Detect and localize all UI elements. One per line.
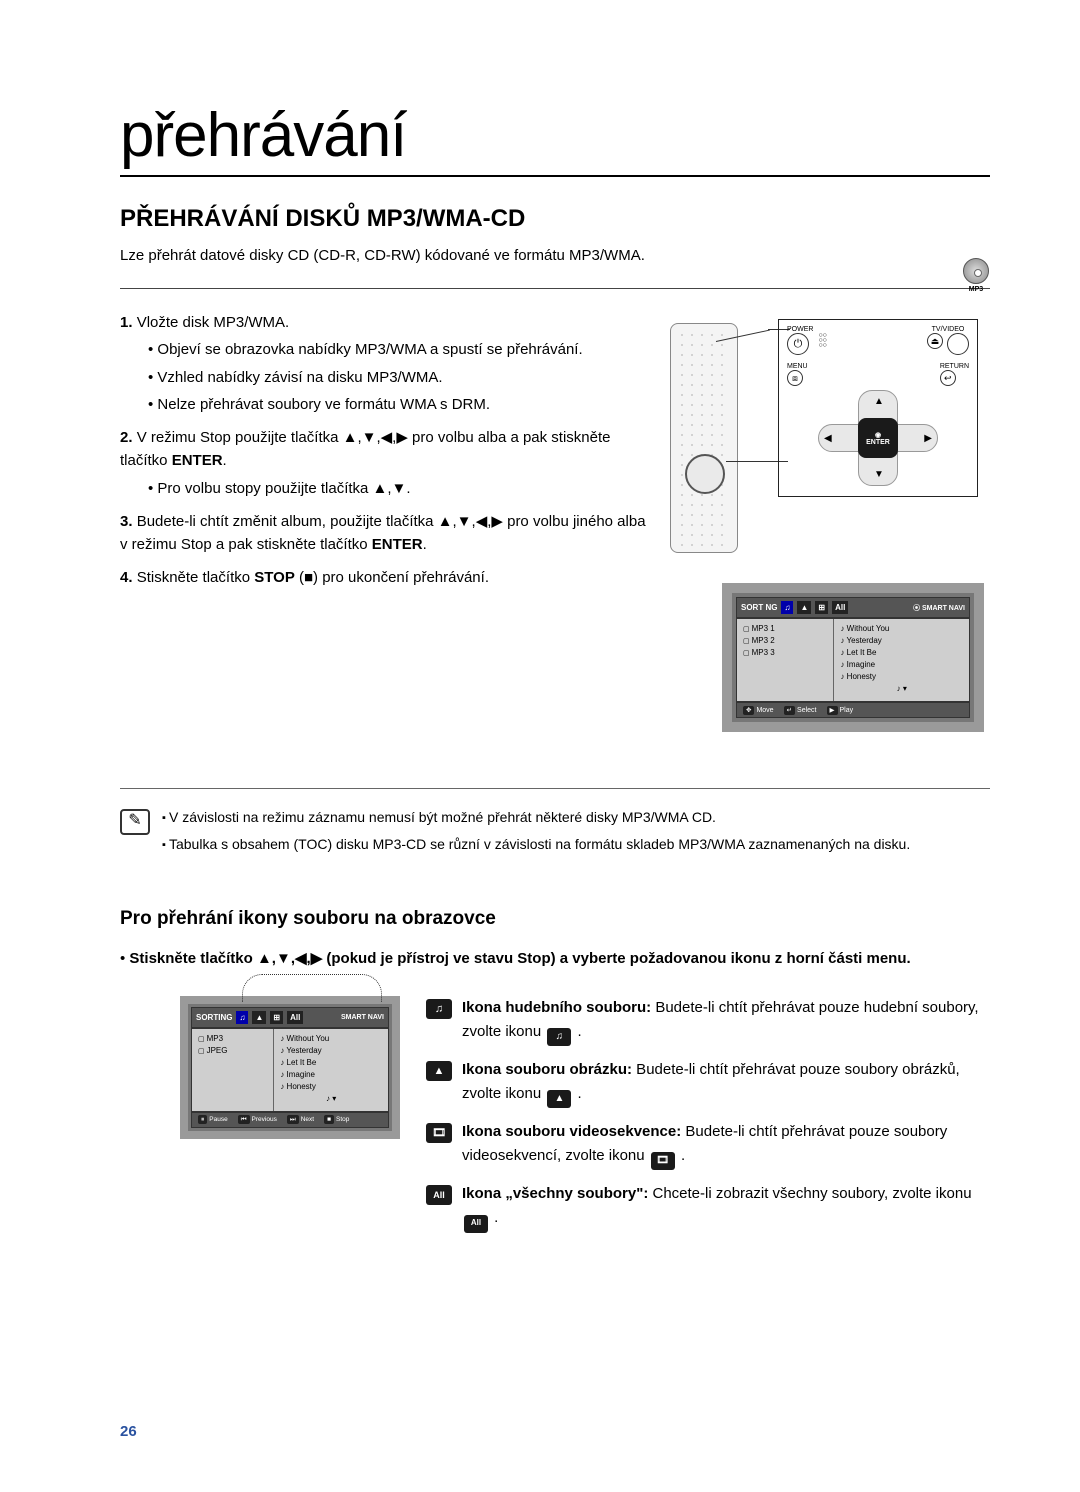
arrow-up-icon: ▲ — [874, 396, 884, 407]
video-file-icon: 🎞 — [426, 1123, 452, 1143]
osd2-folder-list: MP3 JPEG — [192, 1029, 274, 1111]
mp3-disc-badge: MP3 — [962, 258, 990, 293]
music-tab-icon: ♫ — [236, 1011, 248, 1024]
sorting-callout-curve — [242, 974, 382, 1002]
osd1-smartnavi: ⦿ SMART NAVI — [913, 603, 965, 613]
music-tab-icon: ♫ — [781, 601, 793, 614]
step-4: 4. Stiskněte tlačítko STOP (■) pro ukonč… — [120, 566, 650, 589]
sub-instruction: • Stiskněte tlačítko ▲,▼,◀,▶ (pokud je p… — [120, 948, 990, 971]
arrow-left-icon: ◀ — [824, 433, 832, 444]
return-label: RETURN — [940, 363, 969, 370]
music-file-icon: ♫ — [426, 999, 452, 1019]
def-music: ♫ Ikona hudebního souboru: Budete-li cht… — [426, 996, 990, 1046]
steps-column: 1. Vložte disk MP3/WMA. Objeví se obrazo… — [120, 311, 650, 600]
all-tab-icon: All — [832, 601, 848, 614]
remote-wheel — [685, 454, 725, 494]
arrow-right-icon: ▶ — [924, 433, 932, 444]
title-row: přehrávání — [120, 100, 990, 177]
intro-text: Lze přehrát datové disky CD (CD-R, CD-RW… — [120, 247, 990, 264]
icon-definitions: ♫ Ikona hudebního souboru: Budete-li cht… — [426, 996, 990, 1244]
image-tab-icon: ▲ — [797, 601, 811, 614]
disc-icon — [963, 258, 989, 284]
eject-button: ⏏ — [927, 333, 943, 349]
section-heading: PŘEHRÁVÁNÍ DISKŮ MP3/WMA-CD — [120, 205, 990, 233]
def-all: All Ikona „všechny soubory": Chcete-li z… — [426, 1182, 990, 1232]
osd1-sort-label: SORT NG — [741, 603, 777, 612]
menu-label: MENU — [787, 363, 808, 370]
tvvideo-label: TV/VIDEO — [927, 326, 969, 333]
bottom-row: SORTING ♫ ▲ ⊞ All SMART NAVI MP3 JPEG Wi… — [120, 996, 990, 1244]
menu-button: ⧈ — [787, 370, 803, 386]
step-1-b3: Nelze přehrávat soubory ve formátu WMA s… — [148, 393, 650, 416]
osd2-smartnavi: SMART NAVI — [341, 1014, 384, 1021]
return-button: ↩ — [940, 370, 956, 386]
osd2-track-list: Without You Yesterday Let It Be Imagine … — [274, 1029, 388, 1111]
step-1-b1: Objeví se obrazovka nabídky MP3/WMA a sp… — [148, 338, 650, 361]
osd1-track-list: Without You Yesterday Let It Be Imagine … — [834, 619, 969, 701]
power-button: ⏻ — [787, 333, 809, 355]
step-2-b1: Pro volbu stopy použijte tlačítka ▲,▼. — [148, 477, 650, 500]
step-1: 1. Vložte disk MP3/WMA. Objeví se obrazo… — [120, 311, 650, 416]
video-file-icon: 🎞 — [651, 1152, 675, 1170]
tvvideo-button — [947, 333, 969, 355]
def-video: 🎞 Ikona souboru videosekvence: Budete-li… — [426, 1120, 990, 1170]
note-block: ✎ V závislosti na režimu záznamu nemusí … — [120, 788, 990, 862]
image-tab-icon: ▲ — [252, 1011, 266, 1024]
osd-sortng: SORT NG ♫ ▲ ⊞ All ⦿ SMART NAVI MP3 1 MP3… — [722, 583, 984, 732]
note-2: Tabulka s obsahem (TOC) disku MP3-CD se … — [162, 834, 910, 856]
note-icon: ✎ — [120, 809, 150, 835]
main-two-col: 1. Vložte disk MP3/WMA. Objeví se obrazo… — [120, 311, 990, 600]
step-1-b2: Vzhled nabídky závisí na disku MP3/WMA. — [148, 366, 650, 389]
music-file-icon: ♫ — [547, 1028, 571, 1046]
image-file-icon: ▲ — [426, 1061, 452, 1081]
osd2-sort-label: SORTING — [196, 1013, 232, 1022]
video-tab-icon: ⊞ — [815, 601, 828, 614]
divider — [120, 288, 990, 289]
remote-outline — [670, 323, 738, 553]
image-file-icon: ▲ — [547, 1090, 571, 1108]
arrow-down-icon: ▼ — [874, 469, 884, 480]
def-image: ▲ Ikona souboru obrázku: Budete-li chtít… — [426, 1058, 990, 1108]
video-tab-icon: ⊞ — [270, 1011, 283, 1024]
note-1: V závislosti na režimu záznamu nemusí bý… — [162, 807, 910, 829]
nav-pad: ◉ENTER ▲ ▼ ◀ ▶ — [818, 390, 938, 486]
step-2: 2. V režimu Stop použijte tlačítka ▲,▼,◀… — [120, 426, 650, 500]
osd-sorting: SORTING ♫ ▲ ⊞ All SMART NAVI MP3 JPEG Wi… — [180, 996, 400, 1139]
all-files-icon: All — [464, 1215, 488, 1233]
osd1-folder-list: MP3 1 MP3 2 MP3 3 — [737, 619, 834, 701]
subheading: Pro přehrání ikony souboru na obrazovce — [120, 908, 990, 930]
step-3: 3. Budete-li chtít změnit album, použijt… — [120, 510, 650, 557]
receiver-panel: POWER ⏻ ○○○○○○ TV/VIDEO ⏏ — [778, 319, 978, 497]
power-label: POWER — [787, 326, 813, 333]
page-number: 26 — [120, 1423, 137, 1440]
diagrams-column: POWER ⏻ ○○○○○○ TV/VIDEO ⏏ — [670, 311, 990, 600]
page-title: přehrávání — [120, 100, 990, 171]
enter-button: ◉ENTER — [858, 418, 898, 458]
all-tab-icon: All — [287, 1011, 303, 1024]
disc-label: MP3 — [962, 286, 990, 293]
all-files-icon: All — [426, 1185, 452, 1205]
